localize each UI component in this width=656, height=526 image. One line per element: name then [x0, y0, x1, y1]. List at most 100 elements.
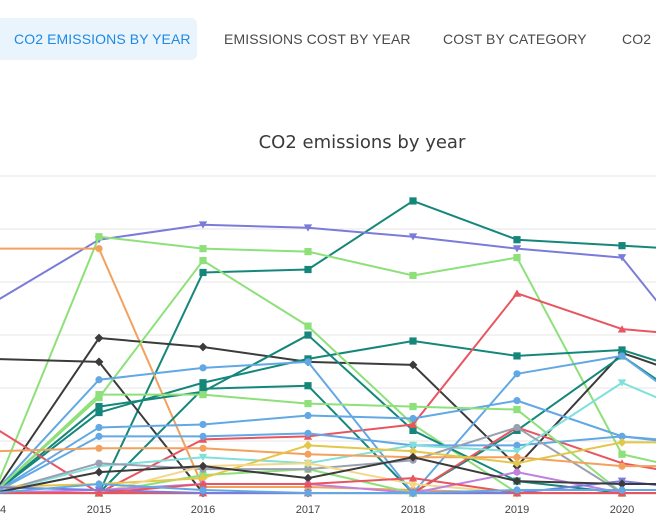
- series-1-point: [198, 221, 208, 229]
- series-20-point: [303, 440, 313, 450]
- x-tick-label: 2017: [296, 504, 320, 516]
- series-24-point: [198, 461, 208, 471]
- series-13-point: [409, 414, 417, 423]
- series-26-point: [409, 489, 417, 497]
- series-18-point: [304, 465, 312, 473]
- series-12-point: [618, 352, 626, 360]
- series-1-point: [408, 233, 418, 241]
- series-26-line: [0, 483, 656, 494]
- series-24-point: [512, 476, 522, 486]
- series-20-point: [408, 446, 418, 456]
- tab-emissions-cost-by-year[interactable]: EMISSIONS COST BY YEAR: [224, 31, 411, 47]
- series-25-point: [198, 480, 208, 488]
- series-6-point: [513, 352, 521, 360]
- series-19-point: [513, 453, 521, 461]
- series-0-point: [304, 265, 312, 274]
- series-17-point: [512, 447, 522, 456]
- series-12-point: [304, 358, 312, 366]
- series-10-point: [617, 325, 627, 333]
- series-19-point: [304, 450, 312, 458]
- series-25-line: [0, 477, 656, 494]
- series-7-point: [199, 256, 207, 265]
- tab-cost-by-category[interactable]: COST BY CATEGORY: [443, 31, 587, 47]
- series-19-point: [618, 462, 626, 470]
- series-13-point: [513, 397, 521, 405]
- series-19-point: [199, 444, 207, 452]
- series-12-line: [0, 354, 656, 494]
- x-tick-label: 2018: [401, 504, 425, 516]
- series-24-point: [94, 467, 104, 477]
- series-15-point: [95, 391, 103, 399]
- series-1-point: [303, 224, 313, 232]
- series-24-point: [408, 452, 418, 462]
- series-6-point: [618, 346, 626, 354]
- series-1-point: [617, 254, 627, 262]
- series-26-point: [95, 480, 103, 488]
- tab-bar: CO2 EMISSIONS BY YEAR EMISSIONS COST BY …: [0, 0, 656, 78]
- series-3-line: [0, 247, 656, 494]
- series-15-point: [409, 402, 417, 411]
- series-13-point: [95, 423, 103, 432]
- x-tick-label: 4: [0, 504, 6, 516]
- tab-co2-emissions-by-year[interactable]: CO2 EMISSIONS BY YEAR: [0, 18, 197, 60]
- chart-title: CO2 emissions by year: [258, 132, 466, 153]
- series-0-line: [0, 199, 656, 494]
- series-20-line: [0, 441, 656, 488]
- series-3-point: [95, 245, 103, 253]
- series-5-point: [198, 342, 208, 352]
- series-13-point: [199, 420, 207, 429]
- series-21-point: [303, 458, 313, 468]
- series-12-point: [199, 364, 207, 372]
- series-9-point: [304, 382, 312, 390]
- series-7-point: [304, 322, 312, 330]
- series-22-point: [513, 468, 521, 476]
- series-0-point: [409, 197, 417, 205]
- series-20-point: [512, 458, 522, 468]
- series-8-point: [95, 402, 103, 411]
- series-20-point: [198, 473, 208, 483]
- series-5-line: [0, 337, 656, 486]
- series-25-point: [408, 474, 418, 482]
- series-19-point: [95, 444, 103, 452]
- series-2-point: [409, 271, 417, 280]
- series-15-point: [199, 391, 207, 399]
- series-2-line: [0, 235, 656, 481]
- series-21-point: [408, 479, 418, 489]
- series-8-point: [304, 331, 312, 339]
- series-8-point: [409, 426, 417, 435]
- series-26-point: [618, 486, 626, 494]
- series-1-point: [512, 245, 522, 253]
- series-25-point: [94, 489, 104, 497]
- series-14-point: [95, 432, 103, 440]
- series-20-point: [617, 437, 627, 447]
- x-tick-label: 2016: [191, 504, 215, 516]
- x-tick-label: 2015: [87, 504, 111, 516]
- series-2-point: [95, 233, 103, 241]
- series-26-point: [199, 486, 207, 494]
- series-18-point: [95, 459, 103, 467]
- series-14-line: [0, 432, 656, 491]
- series-5-point: [408, 360, 418, 370]
- series-10-point: [408, 420, 418, 428]
- series-17-point: [408, 441, 418, 450]
- series-14-point: [304, 429, 312, 437]
- series-6-line: [0, 340, 656, 490]
- series-12-point: [513, 370, 521, 378]
- series-0-point: [199, 268, 207, 277]
- series-15-point: [304, 400, 312, 408]
- series-10-point: [512, 289, 522, 297]
- series-24-point: [617, 479, 627, 489]
- series-9-point: [199, 385, 207, 393]
- series-1-line: [0, 223, 656, 302]
- x-tick-label: 2019: [505, 504, 529, 516]
- series-6-point: [95, 408, 103, 417]
- x-tick-label: 2020: [610, 504, 634, 516]
- series-13-point: [304, 411, 312, 420]
- series-17-point: [617, 379, 627, 387]
- series-25-point: [303, 480, 313, 488]
- tab-co2-partial[interactable]: CO2 E: [622, 31, 656, 47]
- series-15-point: [513, 405, 521, 414]
- series-26-point: [304, 489, 312, 497]
- series-19-line: [0, 447, 656, 468]
